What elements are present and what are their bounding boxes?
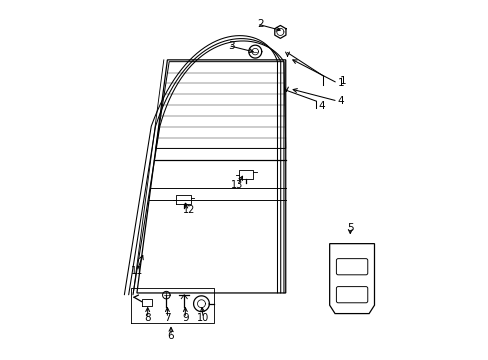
Text: 11: 11	[130, 266, 143, 276]
Text: 6: 6	[167, 331, 174, 341]
Text: 5: 5	[346, 224, 353, 233]
Text: 10: 10	[197, 313, 209, 323]
Text: 13: 13	[231, 180, 243, 190]
Text: 7: 7	[164, 313, 170, 323]
Text: 1: 1	[339, 76, 346, 86]
Text: 4: 4	[337, 96, 344, 106]
Text: 1: 1	[337, 78, 344, 88]
Text: 8: 8	[144, 313, 151, 323]
Text: 9: 9	[182, 313, 188, 323]
Text: 4: 4	[317, 102, 324, 112]
Text: 3: 3	[228, 41, 235, 50]
Text: 12: 12	[183, 206, 195, 216]
Text: 2: 2	[257, 19, 263, 29]
